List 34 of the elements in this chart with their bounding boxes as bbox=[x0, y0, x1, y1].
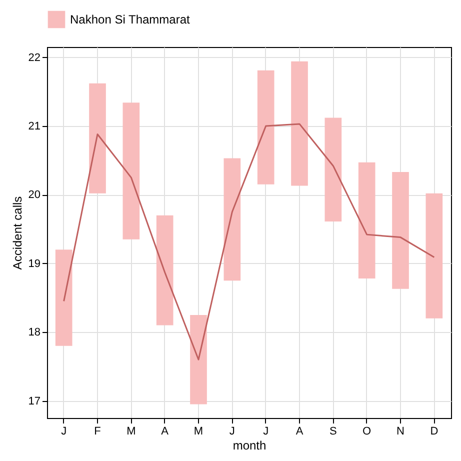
bar bbox=[156, 215, 174, 326]
bar bbox=[190, 314, 207, 404]
x-tick-label: M bbox=[126, 426, 136, 438]
legend-label: Nakhon Si Thammarat bbox=[70, 12, 190, 26]
x-tick-label: F bbox=[94, 426, 102, 438]
bar bbox=[257, 70, 274, 184]
x-tick-label: M bbox=[194, 426, 204, 438]
x-tick-label: S bbox=[329, 426, 337, 438]
y-tick-label: 17 bbox=[28, 395, 40, 408]
x-tick-label: D bbox=[430, 426, 438, 438]
x-tick-label: J bbox=[263, 426, 269, 438]
bar bbox=[392, 172, 409, 289]
x-tick-label: A bbox=[161, 426, 170, 438]
y-axis-title: Accident calls bbox=[10, 196, 24, 270]
y-tick-label: 21 bbox=[28, 120, 40, 133]
x-tick-label: A bbox=[296, 426, 304, 438]
bar bbox=[122, 102, 140, 240]
y-tick-label: 18 bbox=[28, 326, 40, 339]
y-tick-label: 19 bbox=[28, 258, 40, 270]
bar bbox=[426, 193, 443, 318]
x-tick-label: N bbox=[396, 426, 405, 438]
bar bbox=[358, 162, 376, 279]
bar bbox=[55, 250, 72, 346]
bar bbox=[89, 83, 106, 194]
x-tick-label: O bbox=[362, 426, 372, 438]
y-tick-label: 22 bbox=[28, 52, 40, 64]
line-series bbox=[63, 123, 435, 360]
x-tick-label: J bbox=[61, 426, 67, 438]
bar bbox=[224, 158, 241, 281]
x-tick-label: J bbox=[229, 426, 235, 438]
bar bbox=[291, 61, 308, 186]
x-axis-title: month bbox=[232, 438, 266, 452]
bar bbox=[324, 118, 342, 222]
y-tick-label: 20 bbox=[28, 189, 40, 202]
